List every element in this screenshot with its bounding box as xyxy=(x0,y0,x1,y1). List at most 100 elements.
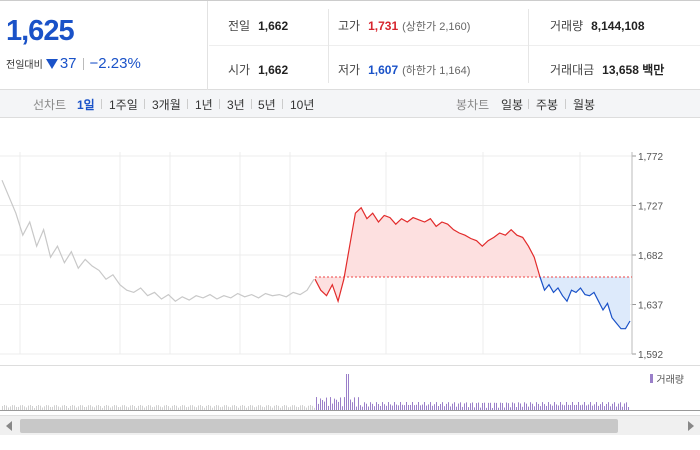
volume-bar xyxy=(54,405,55,410)
stat-high: 고가 1,731 (상한가 2,160) xyxy=(338,19,471,33)
volume-bar xyxy=(122,405,123,410)
volume-bar xyxy=(442,402,443,410)
volume-bar xyxy=(558,405,559,410)
down-price-line xyxy=(539,276,631,330)
volume-bar xyxy=(160,406,161,410)
volume-bar xyxy=(466,402,467,410)
volume-bar xyxy=(470,403,471,410)
y-tick-label: 1,727 xyxy=(638,202,663,213)
pre-market-line xyxy=(1,179,315,302)
tab-3m[interactable]: 3개월 xyxy=(152,98,181,112)
volume-bar xyxy=(210,405,211,410)
tab-3y[interactable]: 3년 xyxy=(227,98,245,112)
scroll-left-icon[interactable] xyxy=(6,421,12,431)
tab-daily[interactable]: 일봉 xyxy=(501,98,524,112)
volume-bar xyxy=(464,403,465,410)
volume-bar xyxy=(288,407,289,410)
volume-bar xyxy=(352,402,353,410)
volume-bar xyxy=(414,405,415,410)
volume-legend: 거래량 xyxy=(650,371,684,386)
volume-bar xyxy=(370,402,371,410)
volume-bar xyxy=(196,407,197,410)
tab-1y[interactable]: 1년 xyxy=(195,98,213,112)
volume-bar xyxy=(44,406,45,410)
candle-chart-label: 봉차트 xyxy=(456,98,490,112)
tab-1w[interactable]: 1주일 xyxy=(109,98,138,112)
volume-bar xyxy=(68,407,69,410)
chart-period-tabs: 선차트 1일 1주일 3개월 1년 3년 5년 10년 봉차트 일봉 주봉 월봉 xyxy=(0,90,700,118)
volume-bar xyxy=(256,406,257,410)
volume-bar xyxy=(200,405,201,410)
volume-bar xyxy=(116,405,117,410)
stat-prev: 전일 1,662 xyxy=(228,19,289,33)
volume-bar xyxy=(520,403,521,410)
volume-bar xyxy=(604,406,605,410)
volume-bar xyxy=(436,402,437,410)
volume-bar xyxy=(120,406,121,410)
tab-10y[interactable]: 10년 xyxy=(290,98,315,112)
volume-bar xyxy=(416,404,417,410)
tab-1d[interactable]: 1일 xyxy=(77,98,95,112)
volume-bar xyxy=(386,405,387,410)
divider xyxy=(209,45,700,46)
volume-bar xyxy=(346,374,347,410)
volume-bar xyxy=(426,405,427,410)
tab-5y[interactable]: 5년 xyxy=(258,98,276,112)
volume-bar xyxy=(554,402,555,410)
volume-bar xyxy=(602,402,603,410)
volume-bar xyxy=(270,406,271,410)
price-chart[interactable]: 1,772 1,727 1,682 1,637 1,592 xyxy=(0,118,700,365)
volume-bar xyxy=(140,405,141,410)
tab-monthly[interactable]: 월봉 xyxy=(573,98,596,112)
volume-bar xyxy=(70,405,71,410)
chart-scrollbar[interactable] xyxy=(0,415,700,435)
volume-bar xyxy=(234,405,235,410)
volume-bar xyxy=(182,405,183,410)
volume-bar xyxy=(34,407,35,410)
volume-bar xyxy=(390,404,391,410)
volume-bar xyxy=(188,406,189,410)
volume-bar xyxy=(18,406,19,410)
volume-bar xyxy=(570,405,571,410)
volume-bar xyxy=(304,406,305,410)
volume-bar xyxy=(216,405,217,410)
volume-bar xyxy=(292,405,293,410)
scroll-right-icon[interactable] xyxy=(688,421,694,431)
volume-bar xyxy=(500,402,501,410)
volume-bar xyxy=(220,407,221,410)
volume-bar xyxy=(194,406,195,410)
volume-bar xyxy=(402,404,403,410)
volume-bar xyxy=(588,404,589,410)
volume-bar xyxy=(28,405,29,410)
volume-bar xyxy=(314,407,315,410)
volume-bar xyxy=(266,405,267,410)
volume-bar xyxy=(412,402,413,410)
volume-bar xyxy=(494,402,495,410)
volume-bar xyxy=(230,407,231,410)
tab-weekly[interactable]: 주봉 xyxy=(536,98,559,112)
volume-bar xyxy=(620,402,621,410)
scrollbar-thumb[interactable] xyxy=(20,419,618,433)
volume-bar xyxy=(118,407,119,410)
volume-bar xyxy=(150,405,151,410)
volume-bar xyxy=(410,404,411,410)
volume-bar xyxy=(332,403,333,410)
volume-bar xyxy=(542,402,543,410)
volume-bar xyxy=(484,402,485,410)
change-amount: 37 xyxy=(59,55,77,72)
volume-bar xyxy=(80,405,81,410)
volume-bar xyxy=(40,405,41,410)
volume-bar xyxy=(610,406,611,410)
volume-bar xyxy=(530,402,531,410)
volume-bar xyxy=(584,402,585,410)
volume-bar xyxy=(492,407,493,410)
volume-bar xyxy=(260,405,261,410)
change-row: 전일대비 37 −2.23% xyxy=(6,55,141,72)
volume-bar xyxy=(356,406,357,410)
volume-bar xyxy=(310,405,311,410)
volume-bar xyxy=(2,405,3,410)
volume-bar xyxy=(294,405,295,410)
volume-bar xyxy=(278,405,279,410)
volume-bar xyxy=(286,405,287,410)
